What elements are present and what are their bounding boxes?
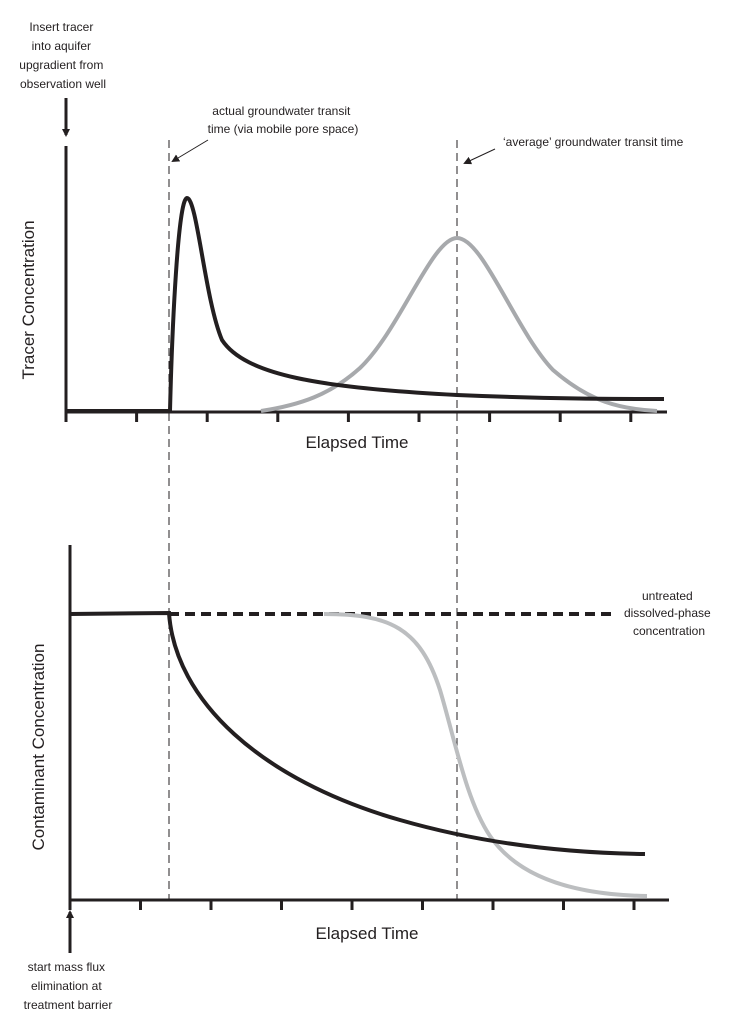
pointer-arrow-icon bbox=[463, 148, 496, 165]
x-ticks-top bbox=[64, 412, 633, 422]
start-note-top: Insert tracer into aquifer upgradient fr… bbox=[19, 20, 106, 91]
y-axis-label-bottom: Contaminant Concentration bbox=[29, 644, 48, 851]
pointer-arrow-icon bbox=[171, 139, 209, 163]
x-ticks-bottom bbox=[68, 900, 636, 910]
actual-transit-note: actual groundwater transit time (via mob… bbox=[208, 104, 359, 136]
average-flow-contaminant-curve bbox=[323, 612, 648, 898]
y-axis-label-top: Tracer Concentration bbox=[19, 220, 38, 379]
actual-flow-contaminant-curve bbox=[69, 610, 646, 856]
x-axis-label-top: Elapsed Time bbox=[306, 433, 409, 452]
x-axis-label-bottom: Elapsed Time bbox=[316, 924, 419, 943]
untreated-note: untreated dissolved-phase concentration bbox=[624, 589, 714, 638]
start-note-bottom: start mass flux elimination at treatment… bbox=[24, 960, 113, 1012]
actual-flow-tracer-curve bbox=[66, 195, 665, 413]
average-transit-note: ‘average’ groundwater transit time bbox=[503, 135, 684, 149]
average-flow-tracer-curve bbox=[260, 235, 658, 413]
